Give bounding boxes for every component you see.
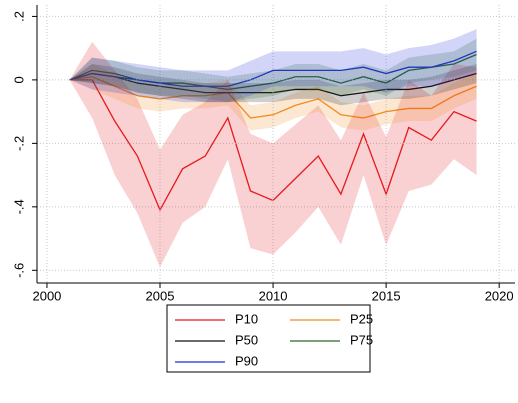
- y-tick-label: .2: [11, 11, 26, 22]
- x-tick-label: 2000: [32, 288, 61, 303]
- legend-label: P75: [350, 332, 373, 347]
- x-tick-label: 2010: [259, 288, 288, 303]
- legend-box: [166, 304, 371, 373]
- x-tick-label: 2020: [485, 288, 514, 303]
- y-tick-label: -.4: [11, 199, 26, 214]
- legend-label: P25: [350, 311, 373, 326]
- series-line: [69, 76, 477, 119]
- legend-label: P10: [235, 311, 258, 326]
- confidence-band: [69, 64, 477, 106]
- y-tick-label: -.6: [11, 263, 26, 278]
- y-tick-label: -.2: [11, 136, 26, 151]
- confidence-band: [69, 64, 477, 131]
- legend-label: P90: [235, 353, 258, 368]
- confidence-band: [69, 41, 477, 268]
- confidence-band: [69, 38, 477, 103]
- series-line: [69, 50, 477, 87]
- x-tick-label: 2005: [146, 288, 175, 303]
- legend-label: P50: [235, 332, 258, 347]
- y-tick-label: 0: [11, 76, 26, 83]
- bands: [69, 29, 477, 268]
- x-tick-label: 2015: [372, 288, 401, 303]
- confidence-band: [69, 29, 477, 103]
